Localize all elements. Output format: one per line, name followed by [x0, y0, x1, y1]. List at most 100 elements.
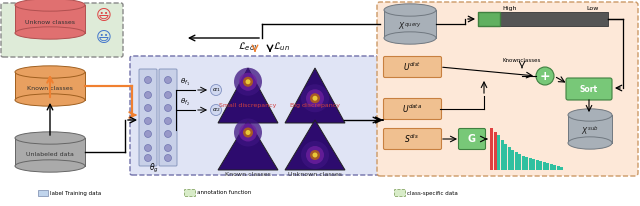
Bar [568, 115, 612, 143]
FancyBboxPatch shape [394, 190, 406, 197]
Text: Big discrepancy: Big discrepancy [290, 103, 340, 108]
Ellipse shape [15, 0, 85, 11]
Text: $\mathcal{L}_{edl}$: $\mathcal{L}_{edl}$ [238, 41, 257, 53]
Text: 😃: 😃 [96, 29, 112, 44]
Polygon shape [285, 68, 345, 123]
Text: Unlabeled data: Unlabeled data [26, 151, 74, 157]
Polygon shape [218, 120, 278, 170]
Circle shape [145, 117, 152, 124]
Bar [536, 160, 539, 170]
Text: $X^{query}$: $X^{query}$ [398, 20, 422, 32]
Circle shape [239, 73, 257, 91]
Circle shape [164, 117, 172, 124]
Bar [553, 165, 556, 170]
Circle shape [310, 93, 320, 103]
Bar [478, 12, 608, 26]
Circle shape [234, 68, 262, 96]
FancyBboxPatch shape [1, 3, 123, 57]
Circle shape [164, 130, 172, 137]
Circle shape [312, 152, 317, 158]
FancyBboxPatch shape [383, 56, 442, 77]
FancyBboxPatch shape [184, 190, 195, 197]
Text: class-specific data: class-specific data [407, 191, 458, 195]
Text: $\mathcal{L}_{un}$: $\mathcal{L}_{un}$ [273, 41, 290, 53]
Circle shape [145, 144, 152, 151]
Ellipse shape [15, 160, 85, 172]
Ellipse shape [15, 132, 85, 144]
Circle shape [246, 130, 250, 135]
Bar [529, 158, 532, 170]
Bar [504, 144, 507, 170]
Text: $\theta_g$: $\theta_g$ [149, 162, 159, 174]
Bar [525, 157, 528, 170]
Bar [497, 135, 500, 170]
Bar [490, 128, 493, 170]
Circle shape [243, 77, 253, 87]
FancyBboxPatch shape [130, 56, 382, 175]
Circle shape [243, 128, 253, 137]
Bar [15, 5, 85, 33]
Text: +: + [540, 69, 550, 82]
Text: Known classes: Known classes [27, 85, 73, 90]
Circle shape [246, 79, 250, 84]
Polygon shape [218, 68, 278, 123]
Circle shape [312, 96, 317, 101]
Bar [532, 159, 535, 170]
Text: Knownclasses: Knownclasses [503, 57, 541, 62]
Bar [546, 163, 549, 170]
Text: G: G [468, 134, 476, 144]
Text: $\alpha_2$: $\alpha_2$ [212, 106, 220, 114]
Text: annotation function: annotation function [197, 191, 252, 195]
FancyBboxPatch shape [566, 78, 612, 100]
Bar [515, 152, 518, 170]
Circle shape [164, 91, 172, 98]
Circle shape [164, 76, 172, 83]
Ellipse shape [568, 137, 612, 149]
Text: Unknown classes: Unknown classes [288, 172, 342, 178]
Circle shape [306, 89, 324, 107]
Text: Small discrepancy: Small discrepancy [220, 103, 276, 108]
Text: 😃: 😃 [96, 7, 112, 22]
Ellipse shape [384, 32, 436, 44]
Text: label Training data: label Training data [50, 191, 101, 195]
Text: High: High [503, 6, 517, 11]
FancyBboxPatch shape [383, 129, 442, 150]
Bar [15, 138, 85, 166]
Bar [511, 150, 514, 170]
Circle shape [145, 104, 152, 111]
Circle shape [301, 141, 329, 169]
Bar [500, 140, 504, 170]
FancyBboxPatch shape [458, 129, 486, 150]
Polygon shape [285, 120, 345, 170]
Text: Sort: Sort [580, 84, 598, 94]
Text: Unknow classes: Unknow classes [25, 20, 75, 25]
Bar [539, 161, 542, 170]
Ellipse shape [15, 94, 85, 106]
Bar [384, 10, 436, 38]
Circle shape [536, 67, 554, 85]
Text: $\theta_{f_1}$: $\theta_{f_1}$ [180, 76, 190, 88]
Bar [560, 167, 563, 170]
Bar [550, 164, 553, 170]
Circle shape [211, 84, 221, 96]
Bar [522, 156, 525, 170]
Text: $\theta_{f_2}$: $\theta_{f_2}$ [180, 96, 190, 108]
Circle shape [164, 144, 172, 151]
Ellipse shape [15, 27, 85, 39]
Ellipse shape [15, 66, 85, 78]
Bar [518, 154, 521, 170]
Ellipse shape [568, 109, 612, 121]
Circle shape [145, 154, 152, 162]
Bar [478, 12, 500, 26]
Circle shape [301, 84, 329, 112]
Text: $\alpha_1$: $\alpha_1$ [212, 86, 220, 94]
Bar [543, 162, 546, 170]
Bar [557, 166, 560, 170]
Circle shape [145, 130, 152, 137]
Ellipse shape [384, 4, 436, 16]
Circle shape [164, 154, 172, 162]
Text: $X^{sub}$: $X^{sub}$ [581, 125, 599, 137]
FancyBboxPatch shape [159, 69, 177, 166]
Circle shape [234, 118, 262, 146]
FancyBboxPatch shape [139, 69, 157, 166]
